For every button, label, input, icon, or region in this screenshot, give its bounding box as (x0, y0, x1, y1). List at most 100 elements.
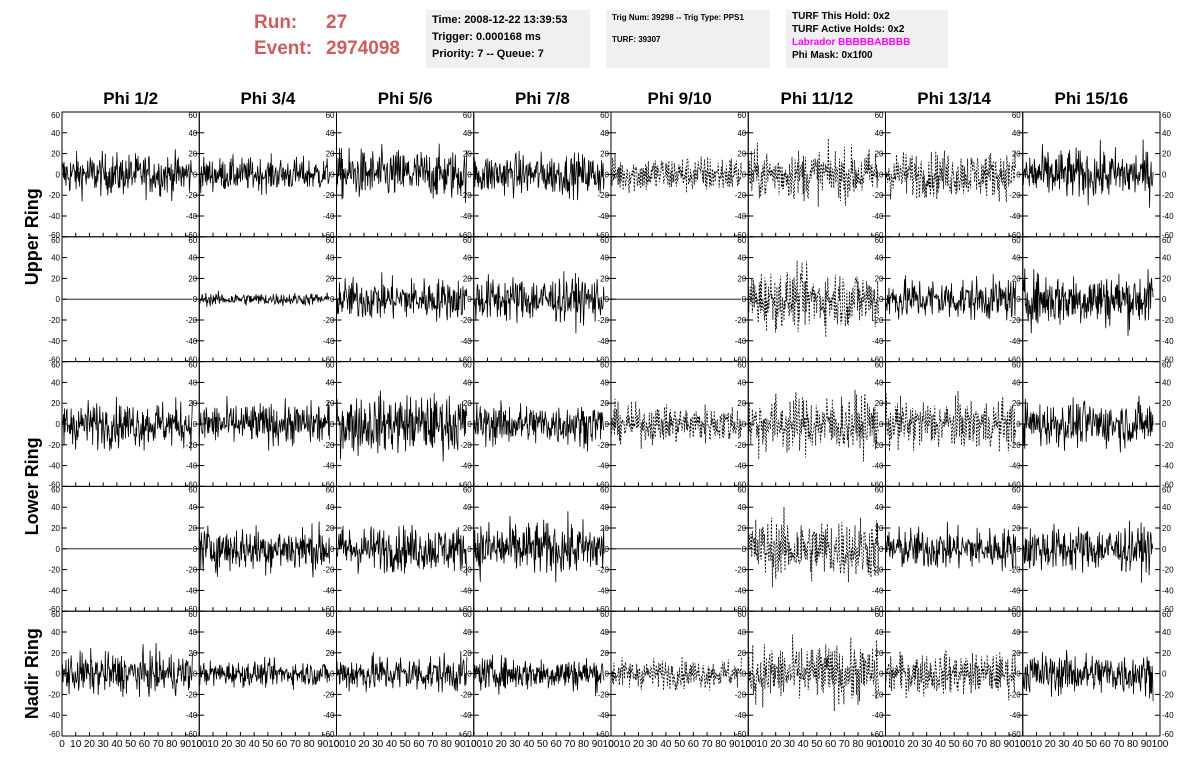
y-tick-label: -40 (323, 337, 335, 346)
y-tick-label: -40 (323, 462, 335, 471)
column-title: Phi 9/10 (647, 89, 711, 108)
y-tick-label: -60 (735, 231, 747, 240)
x-tick-label: 40 (1072, 739, 1084, 750)
waveform-trace (885, 521, 1017, 572)
y-tick-label: 60 (188, 361, 197, 370)
y-tick-label: -60 (735, 730, 747, 739)
x-tick-label: 100 (328, 739, 345, 750)
y-tick-label: 60 (600, 236, 609, 245)
y-tick-label: 0 (467, 170, 472, 179)
y-tick-label: 60 (463, 111, 472, 120)
y-tick-label: -60 (323, 730, 335, 739)
y-tick-label: 0 (467, 420, 472, 429)
waveform-trace (610, 398, 742, 449)
x-tick-label: 70 (839, 739, 851, 750)
waveform-trace (336, 143, 468, 204)
y-tick-label: 60 (737, 485, 746, 494)
y-tick-label: 20 (1012, 399, 1021, 408)
y-tick-label: -20 (1162, 191, 1174, 200)
y-tick-label: -60 (48, 730, 60, 739)
y-tick-label: 0 (1016, 295, 1021, 304)
y-tick-label: -60 (460, 356, 472, 365)
x-tick-label: 40 (249, 739, 261, 750)
x-tick-label: 10 (894, 739, 906, 750)
waveform-trace (473, 511, 605, 583)
waveform-trace (198, 153, 330, 196)
x-tick-label: 10 (756, 739, 768, 750)
y-tick-label: 0 (56, 545, 61, 554)
x-tick-label: 60 (825, 739, 837, 750)
x-tick-label: 90 (317, 739, 329, 750)
x-tick-label: 10 (207, 739, 219, 750)
y-tick-label: -60 (597, 356, 609, 365)
waveform-trace (473, 400, 605, 452)
x-tick-label: 90 (866, 739, 878, 750)
y-tick-label: 40 (600, 628, 609, 637)
y-tick-label: -20 (323, 566, 335, 575)
x-tick-label: 80 (1127, 739, 1139, 750)
phi-mask-text: Phi Mask: 0x1f00 (792, 50, 873, 61)
y-tick-label: 20 (463, 274, 472, 283)
y-tick-label: -20 (48, 441, 60, 450)
column-title: Phi 5/6 (378, 89, 433, 108)
y-tick-label: -40 (735, 711, 747, 720)
y-tick-label: 20 (326, 524, 335, 533)
y-tick-label: -20 (186, 191, 198, 200)
x-tick-label: 0 (1020, 739, 1026, 750)
y-tick-label: 40 (188, 129, 197, 138)
y-tick-label: -60 (735, 480, 747, 489)
y-tick-label: 20 (326, 649, 335, 658)
y-tick-label: 60 (875, 111, 884, 120)
y-tick-label: 0 (467, 295, 472, 304)
ring-label: Lower Ring (22, 437, 42, 535)
turf-active-holds-text: TURF Active Holds: 0x2 (792, 24, 905, 35)
y-tick-label: 40 (463, 254, 472, 263)
y-tick-label: -40 (872, 462, 884, 471)
y-tick-label: -60 (735, 356, 747, 365)
y-tick-label: -40 (323, 586, 335, 595)
y-tick-label: -40 (186, 212, 198, 221)
y-tick-label: -60 (872, 480, 884, 489)
x-tick-label: 0 (196, 739, 202, 750)
y-tick-label: -40 (735, 212, 747, 221)
y-tick-label: 60 (326, 361, 335, 370)
x-tick-label: 90 (454, 739, 466, 750)
y-tick-label: -20 (1162, 441, 1174, 450)
x-tick-label: 30 (647, 739, 659, 750)
panel-frame (747, 610, 886, 737)
y-tick-label: 0 (330, 170, 335, 179)
y-tick-label: 20 (1012, 150, 1021, 159)
x-tick-label: 60 (688, 739, 700, 750)
y-tick-label: 0 (879, 420, 884, 429)
y-tick-label: 40 (1162, 503, 1171, 512)
y-tick-label: -40 (735, 337, 747, 346)
waveform-trace (336, 650, 468, 693)
y-tick-label: 20 (51, 399, 60, 408)
y-tick-label: -60 (460, 480, 472, 489)
y-tick-label: 60 (737, 361, 746, 370)
y-tick-label: 40 (875, 129, 884, 138)
x-tick-label: 80 (715, 739, 727, 750)
waveform-trace (1022, 268, 1154, 336)
y-tick-label: -20 (460, 441, 472, 450)
y-tick-label: 60 (51, 485, 60, 494)
y-tick-label: 40 (463, 129, 472, 138)
y-tick-label: 20 (1012, 274, 1021, 283)
run-event-block: Run: 27 Event: 2974098 (254, 10, 400, 62)
x-tick-label: 80 (166, 739, 178, 750)
y-tick-label: 40 (737, 628, 746, 637)
x-tick-label: 0 (59, 739, 65, 750)
y-tick-label: 40 (463, 378, 472, 387)
y-tick-label: 20 (188, 150, 197, 159)
y-tick-label: -20 (1162, 690, 1174, 699)
column-title: Phi 11/12 (780, 89, 853, 108)
event-label: Event: (254, 38, 313, 59)
y-tick-label: 60 (326, 610, 335, 619)
y-tick-label: 40 (1012, 129, 1021, 138)
y-tick-label: -60 (1162, 356, 1174, 365)
y-tick-label: -40 (597, 212, 609, 221)
y-tick-label: -20 (323, 690, 335, 699)
y-tick-label: -60 (186, 605, 198, 614)
y-tick-label: -60 (186, 730, 198, 739)
x-tick-label: 30 (1058, 739, 1070, 750)
